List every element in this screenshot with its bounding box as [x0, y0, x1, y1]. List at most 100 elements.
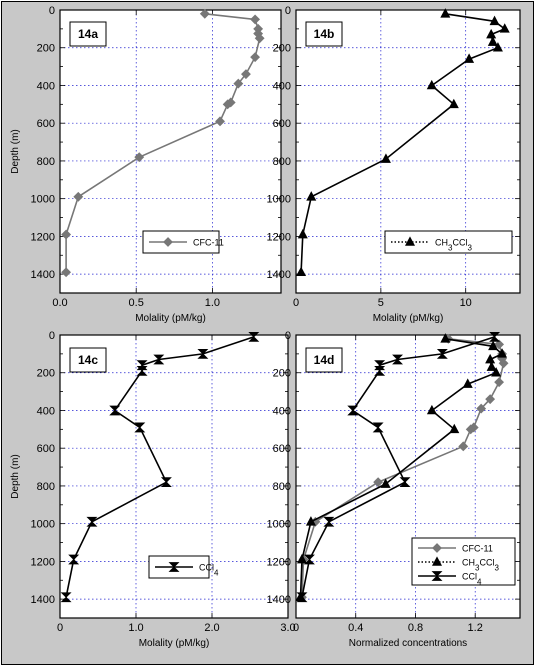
legend-entry: CH3CCl3 [435, 238, 472, 253]
data-point [233, 78, 244, 89]
legend-swatch-marker [431, 571, 443, 581]
x-axis-label: Molality (pM/kg) [139, 638, 210, 649]
data-point [323, 516, 335, 527]
data-point [134, 422, 146, 433]
y-tick-label: 800 [273, 481, 291, 493]
data-point [462, 378, 473, 388]
data-point [303, 554, 315, 565]
y-tick-label: 200 [37, 368, 55, 380]
data-point [73, 191, 84, 202]
data-point [372, 422, 384, 433]
y-tick-label: 0 [285, 5, 291, 17]
y-tick-label: 1000 [31, 519, 55, 531]
data-point [485, 394, 496, 405]
x-tick-label: 3.0 [280, 622, 295, 634]
plot-frame [295, 334, 521, 619]
x-axis-label: Molality (pM/kg) [373, 313, 444, 324]
series-CH3CCl3 [296, 8, 510, 277]
x-tick-label: 5 [378, 297, 384, 309]
y-tick-label: 200 [273, 43, 291, 55]
data-point [347, 405, 359, 416]
y-tick-label: 200 [273, 368, 291, 380]
series-CH3CCl3 [295, 333, 508, 602]
y-tick-label: 600 [37, 443, 55, 455]
y-axis-label: Depth (m) [10, 454, 21, 498]
data-point [215, 116, 225, 127]
data-point [485, 353, 496, 364]
panel-14d: 0 200 400 600 800 1000 1200 1400 0 0.4 0.8 1.2Norma… [267, 330, 521, 649]
panel-label-box [305, 21, 343, 47]
x-tick-label: 2.0 [204, 622, 219, 634]
y-tick-label: 1200 [31, 231, 55, 243]
data-point [250, 52, 261, 63]
data-point [109, 405, 121, 416]
data-point [305, 516, 316, 526]
x-axis-label: Normalized concentrations [349, 638, 467, 649]
data-point [494, 339, 505, 350]
data-point [399, 477, 411, 488]
data-point [380, 153, 391, 163]
y-tick-label: 1200 [267, 556, 291, 568]
x-tick-label: 1.2 [468, 622, 483, 634]
y-tick-label: 400 [37, 80, 55, 92]
x-tick-label: 1.0 [205, 297, 220, 309]
legend-entry: CFC-11 [193, 238, 224, 248]
panel-label-box [69, 21, 107, 47]
x-tick-label: 0 [293, 622, 299, 634]
data-point [296, 553, 307, 564]
panel-label: 14c [78, 353, 98, 367]
y-tick-label: 0 [49, 330, 55, 342]
data-point [440, 8, 451, 18]
data-point [448, 98, 459, 109]
data-point [494, 377, 505, 388]
x-tick-label: 10 [460, 297, 472, 309]
data-point [160, 477, 172, 488]
data-point [297, 228, 308, 239]
y-tick-label: 1400 [267, 269, 291, 281]
legend-swatch-marker [163, 237, 173, 247]
data-point [440, 333, 451, 343]
legend: CH3CCl3 [384, 230, 513, 254]
data-point [136, 365, 148, 376]
panel-label-box [69, 347, 107, 373]
data-point [499, 23, 510, 33]
data-point [61, 229, 72, 240]
legend: CCl4 [148, 555, 219, 579]
panel-14b: 0 200 400 600 800 1000 1200 1400 0 5 10 Molality (p… [267, 5, 521, 324]
data-point [61, 267, 72, 278]
y-tick-label: 600 [37, 118, 55, 130]
data-point [489, 331, 501, 342]
x-tick-label: 0.5 [129, 297, 144, 309]
panel-label: 14d [314, 353, 335, 367]
y-tick-label: 400 [273, 80, 291, 92]
legend-box [384, 230, 513, 254]
plot-frame [59, 9, 282, 294]
data-point [489, 15, 500, 26]
data-point [458, 441, 469, 452]
data-point [486, 361, 497, 371]
data-point [254, 33, 265, 44]
data-point [68, 554, 80, 565]
data-point [296, 592, 308, 603]
y-tick-label: 800 [37, 156, 55, 168]
y-tick-label: 1000 [267, 194, 291, 206]
panel-14a: 0 200 400 600 800 1000 1200 1400 0.0 0.5 1.0 Molali… [10, 5, 282, 324]
plot-frame [59, 334, 289, 619]
data-point [464, 53, 475, 63]
x-tick-label: 0 [57, 622, 63, 634]
data-point [222, 99, 233, 110]
y-tick-label: 200 [37, 43, 55, 55]
x-tick-label: 0.8 [408, 622, 423, 634]
y-tick-label: 1400 [31, 594, 55, 606]
data-point [248, 331, 260, 342]
data-point [491, 367, 502, 377]
data-point [476, 403, 487, 414]
y-tick-label: 0 [49, 5, 55, 17]
data-point [241, 69, 251, 80]
legend: CFC-11 [142, 230, 224, 254]
panel-label: 14b [314, 27, 335, 41]
legend-entry: CCl4 [462, 572, 482, 587]
x-axis-label: Molality (pM/kg) [135, 313, 206, 324]
legend-entry: CCl4 [199, 563, 219, 578]
